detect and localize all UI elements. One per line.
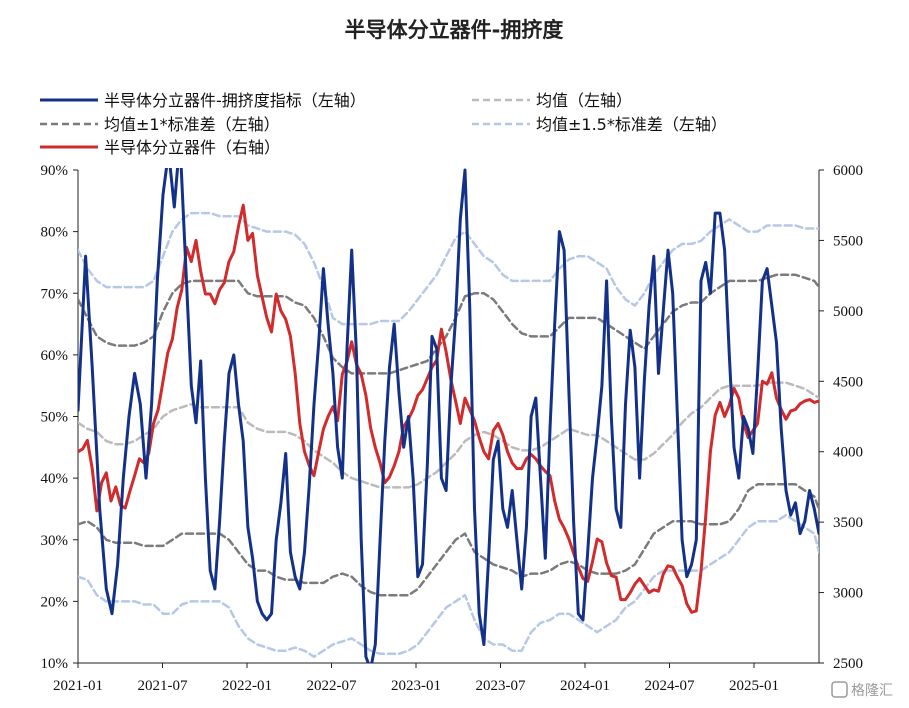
right-tick-label: 6000 [833,163,863,179]
right-tick-label: 2500 [833,656,863,672]
watermark-text: 格隆汇 [851,683,893,699]
legend-item-1-5sd: 均值±1.5*标准差（左轴） [472,115,727,134]
right-tick-label: 5000 [833,304,863,320]
legend: 半导体分立器件-拥挤度指标（左轴） 均值（左轴） 均值±1*标准差（左轴） 均值… [40,91,727,157]
left-tick-label: 60% [41,348,69,364]
right-tick-label: 5500 [833,233,863,249]
series-line-2-lower [78,483,819,597]
x-axis-ticks: 2021-01 2021-07 2022-01 2022-07 2023-01 2023-… [53,663,779,694]
x-tick-label: 2021-07 [138,678,188,694]
series-line-3-upper [78,211,819,326]
left-axis-ticks: 10% 20% 30% 40% 50% 60% 70% 80% 90% [41,163,78,672]
right-tick-label: 3000 [833,586,863,602]
legend-label-mean: 均值（左轴） [536,91,632,110]
x-tick-label: 2022-01 [222,678,272,694]
series-line-4 [78,203,819,614]
right-tick-label: 4000 [833,445,863,461]
legend-label-1-5sd: 均值±1.5*标准差（左轴） [536,115,727,134]
x-tick-label: 2025-01 [729,678,779,694]
left-tick-label: 40% [41,471,69,487]
left-tick-label: 50% [41,410,69,426]
watermark: 格隆汇 [831,681,893,699]
watermark-logo-icon [831,681,848,698]
legend-label-crowding: 半导体分立器件-拥挤度指标（左轴） [104,91,366,110]
left-tick-label: 20% [41,594,69,610]
legend-item-index: 半导体分立器件（右轴） [40,138,280,157]
legend-item-mean: 均值（左轴） [472,91,632,110]
left-tick-label: 70% [41,286,69,302]
legend-label-1sd: 均值±1*标准差（左轴） [104,115,280,134]
series-layer [78,168,819,663]
legend-item-1sd: 均值±1*标准差（左轴） [40,115,280,134]
left-tick-label: 90% [41,163,69,179]
x-tick-label: 2021-01 [53,678,103,694]
right-tick-label: 3500 [833,515,863,531]
legend-label-index: 半导体分立器件（右轴） [104,138,280,157]
right-tick-label: 4500 [833,374,863,390]
left-tick-label: 10% [41,656,69,672]
series-line-3-lower [78,513,819,659]
right-axis-ticks: 2500 3000 3500 4000 4500 5000 5500 6000 [819,163,863,672]
x-tick-label: 2024-01 [560,678,610,694]
series-line-0 [78,168,819,663]
x-tick-label: 2022-07 [307,678,357,694]
left-tick-label: 80% [41,225,69,241]
left-tick-label: 30% [41,533,69,549]
x-tick-label: 2024-07 [645,678,695,694]
x-tick-label: 2023-01 [391,678,441,694]
legend-item-crowding: 半导体分立器件-拥挤度指标（左轴） [40,91,366,110]
x-tick-label: 2023-07 [476,678,526,694]
chart-title: 半导体分立器件-拥挤度 [345,18,564,42]
